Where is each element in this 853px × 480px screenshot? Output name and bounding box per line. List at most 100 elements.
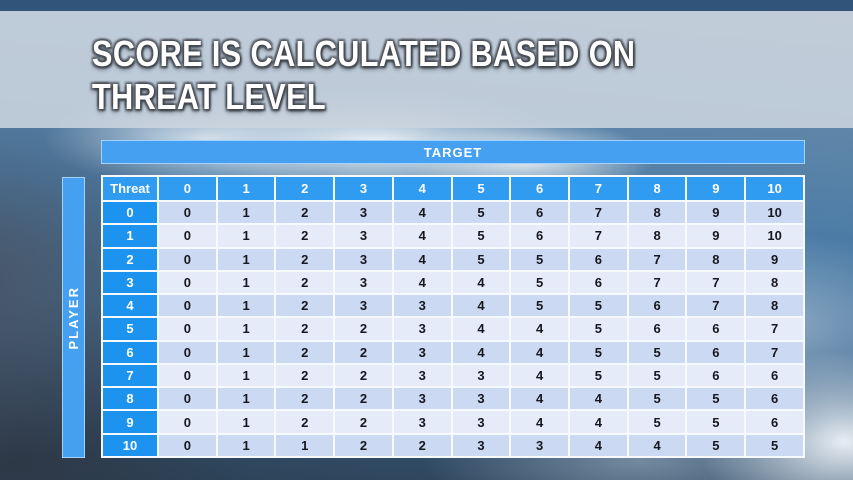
target-axis-label: TARGET <box>423 144 483 160</box>
score-cell: 3 <box>450 432 512 459</box>
column-header-cell: 10 <box>744 175 805 202</box>
score-cell: 2 <box>274 246 336 272</box>
score-cell: 0 <box>157 316 218 342</box>
score-cell: 0 <box>157 432 218 459</box>
score-cell: 6 <box>568 246 629 272</box>
score-cell: 4 <box>391 269 453 296</box>
score-cell: 5 <box>626 339 688 365</box>
score-cell: 3 <box>450 409 512 435</box>
score-cell: 2 <box>274 269 336 296</box>
score-cell: 9 <box>685 223 747 249</box>
score-cell: 5 <box>450 199 512 226</box>
score-cell: 0 <box>157 339 218 365</box>
score-cell: 3 <box>450 386 512 412</box>
score-cell: 5 <box>568 362 629 389</box>
column-header-cell: 8 <box>626 175 688 202</box>
row-label-cell: 8 <box>101 386 159 412</box>
row-label-cell: 9 <box>101 409 159 435</box>
score-cell: 1 <box>215 339 277 365</box>
score-cell: 4 <box>509 409 571 435</box>
player-axis-header: PLAYER <box>62 177 85 458</box>
column-header-row: Threat 0 1 2 3 4 5 6 7 8 9 10 <box>101 175 805 202</box>
score-cell: 9 <box>685 199 747 226</box>
score-cell: 4 <box>450 269 512 296</box>
row-label-cell: 1 <box>101 223 159 249</box>
score-cell: 0 <box>157 223 218 249</box>
score-cell: 4 <box>568 432 629 459</box>
score-cell: 4 <box>391 246 453 272</box>
column-header-cell: 5 <box>450 175 512 202</box>
row-label-cell: 6 <box>101 339 159 365</box>
row-label-cell: 7 <box>101 362 159 389</box>
score-cell: 7 <box>685 269 747 296</box>
score-cell: 1 <box>215 223 277 249</box>
column-header-cell: 3 <box>333 175 394 202</box>
score-cell: 6 <box>744 386 805 412</box>
score-cell: 0 <box>157 362 218 389</box>
score-cell: 4 <box>391 223 453 249</box>
score-cell: 4 <box>509 316 571 342</box>
score-cell: 3 <box>391 316 453 342</box>
score-cell: 5 <box>568 316 629 342</box>
score-cell: 1 <box>215 409 277 435</box>
score-cell: 2 <box>333 339 394 365</box>
score-cell: 6 <box>626 293 688 319</box>
score-cell: 5 <box>450 246 512 272</box>
score-cell: 1 <box>215 293 277 319</box>
score-cell: 6 <box>685 339 747 365</box>
player-axis-label: PLAYER <box>66 285 81 350</box>
score-row: 10 0 1 1 2 2 3 3 4 4 5 5 <box>101 432 805 459</box>
score-cell: 4 <box>450 339 512 365</box>
score-cell: 3 <box>333 293 394 319</box>
score-cell: 0 <box>157 199 218 226</box>
score-cell: 6 <box>626 316 688 342</box>
score-cell: 5 <box>509 269 571 296</box>
column-header-cell: 1 <box>215 175 277 202</box>
score-cell: 9 <box>744 246 805 272</box>
score-cell: 6 <box>509 199 571 226</box>
score-cell: 2 <box>274 339 336 365</box>
slide-title: SCORE IS CALCULATED BASED ON THREAT LEVE… <box>92 32 635 118</box>
score-cell: 3 <box>333 223 394 249</box>
score-cell: 2 <box>333 386 394 412</box>
score-cell: 2 <box>274 409 336 435</box>
score-cell: 7 <box>626 269 688 296</box>
score-cell: 3 <box>333 246 394 272</box>
title-banner: SCORE IS CALCULATED BASED ON THREAT LEVE… <box>0 11 853 128</box>
score-cell: 8 <box>626 199 688 226</box>
score-cell: 0 <box>157 386 218 412</box>
score-cell: 1 <box>215 432 277 459</box>
score-cell: 5 <box>744 432 805 459</box>
score-cell: 2 <box>333 432 394 459</box>
column-header-cell: 4 <box>391 175 453 202</box>
score-cell: 2 <box>274 386 336 412</box>
score-cell: 3 <box>450 362 512 389</box>
score-cell: 5 <box>685 386 747 412</box>
score-cell: 4 <box>568 409 629 435</box>
score-cell: 1 <box>215 386 277 412</box>
score-cell: 4 <box>509 386 571 412</box>
target-axis-header: TARGET <box>101 140 805 164</box>
score-cell: 5 <box>568 339 629 365</box>
score-cell: 4 <box>509 362 571 389</box>
score-cell: 5 <box>685 409 747 435</box>
score-cell: 5 <box>626 386 688 412</box>
score-row: 1 0 1 2 3 4 5 6 7 8 9 10 <box>101 223 805 249</box>
score-cell: 7 <box>744 316 805 342</box>
score-cell: 6 <box>509 223 571 249</box>
column-header-cell: 7 <box>568 175 629 202</box>
score-cell: 2 <box>333 362 394 389</box>
score-cell: 5 <box>626 362 688 389</box>
score-cell: 7 <box>568 223 629 249</box>
score-cell: 10 <box>744 223 805 249</box>
score-cell: 0 <box>157 293 218 319</box>
score-cell: 5 <box>450 223 512 249</box>
score-cell: 6 <box>685 316 747 342</box>
title-line-1: SCORE IS CALCULATED BASED ON <box>92 33 636 74</box>
score-cell: 10 <box>744 199 805 226</box>
score-cell: 4 <box>626 432 688 459</box>
score-cell: 3 <box>391 362 453 389</box>
